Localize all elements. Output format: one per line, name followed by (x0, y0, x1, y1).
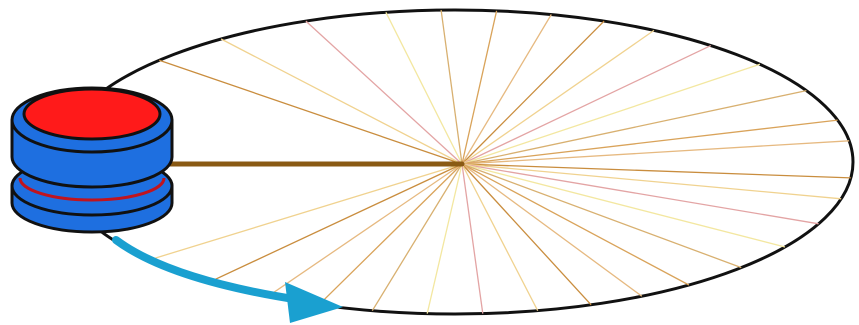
motion-arrow-shaft (112, 236, 304, 304)
spoke-line (461, 163, 819, 225)
spoke-line (440, 10, 463, 165)
spoke-line (461, 163, 690, 286)
radial-spokes (149, 10, 851, 314)
spoke-line (461, 14, 552, 165)
spoke-line (461, 163, 539, 311)
spoke-line (461, 45, 712, 165)
yoyo-icon (10, 86, 174, 234)
spoke-line (461, 63, 761, 165)
spoke-line (149, 163, 463, 261)
spoke-line (461, 140, 850, 165)
curved-arrow-icon (112, 236, 343, 323)
yoyo-red-cap (22, 87, 162, 141)
spoke-line (461, 163, 842, 200)
spoke-line (461, 163, 484, 314)
spoke-line (461, 163, 592, 306)
spoke-line (461, 10, 498, 165)
yoyo-groove (18, 177, 166, 202)
spoke-line (461, 163, 643, 297)
motion-arrow-head (285, 282, 343, 323)
spoke-line (461, 89, 807, 165)
spoke-line (426, 163, 463, 314)
spoke-line (318, 163, 463, 306)
spoke-line (371, 163, 463, 312)
spoke-line (158, 59, 463, 165)
spoke-line (220, 38, 463, 165)
spoke-line (209, 163, 463, 283)
spoke-line (461, 163, 851, 179)
spoke-line (305, 20, 463, 165)
spoke-line (461, 29, 655, 165)
spoke-line (461, 163, 742, 269)
spoke-line (461, 20, 605, 165)
spoke-line (461, 119, 838, 165)
spoke-line (461, 163, 786, 248)
spoke-line (267, 163, 463, 297)
spoke-line (385, 12, 463, 165)
